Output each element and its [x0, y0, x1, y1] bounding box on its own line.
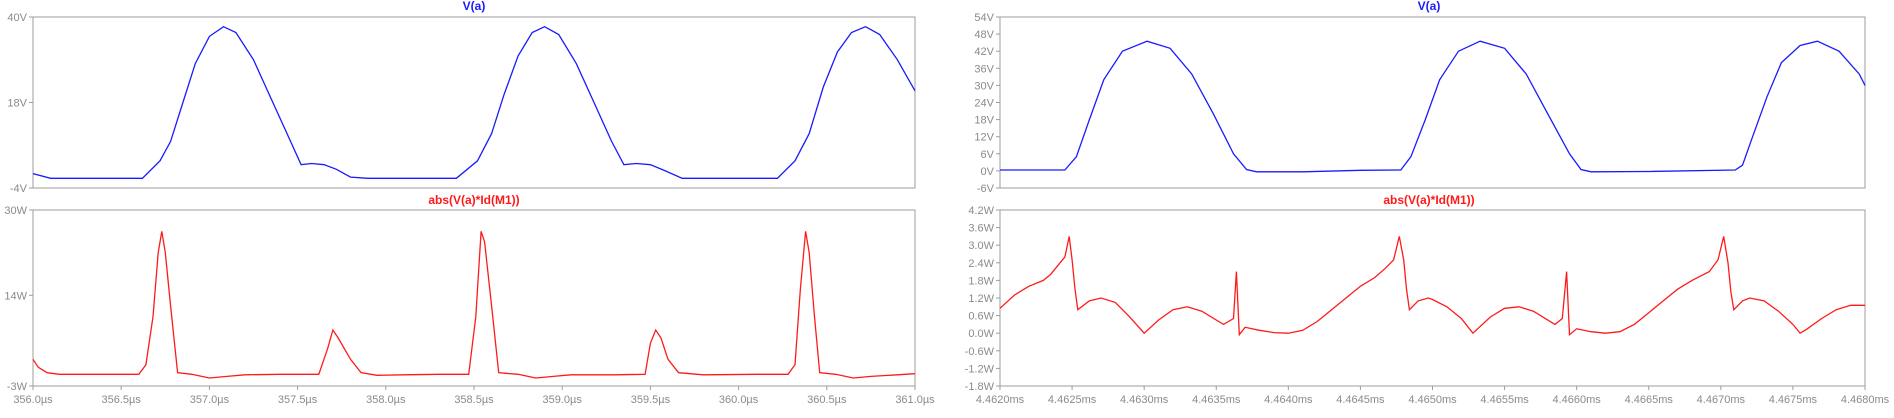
- x-tick-label: 361.0µs: [895, 394, 935, 406]
- y-tick-label: 18V: [974, 115, 994, 127]
- y-tick-label: 40V: [7, 12, 27, 24]
- y-tick-label: -0.6W: [965, 346, 995, 358]
- y-tick-label: 48V: [974, 29, 994, 41]
- x-tick-label: 4.4640ms: [1264, 394, 1313, 406]
- x-tick-label: 4.4680ms: [1841, 394, 1890, 406]
- y-tick-label: -6V: [977, 183, 995, 195]
- y-tick-label: 18V: [7, 98, 27, 110]
- x-tick-label: 359.5µs: [631, 394, 671, 406]
- y-tick-label: -1.8W: [965, 381, 995, 393]
- y-tick-label: 54V: [974, 12, 994, 24]
- x-tick-label: 4.4660ms: [1553, 394, 1602, 406]
- x-tick-label: 4.4620ms: [976, 394, 1025, 406]
- right-bottom-panel[interactable]: [999, 209, 1866, 387]
- right-x-axis: 4.4620ms 4.4625ms 4.4630ms 4.4635ms 4.4640ms…: [976, 386, 1890, 406]
- y-tick-label: 0.0W: [968, 328, 994, 340]
- x-tick-label: 360.0µs: [719, 394, 759, 406]
- left-bottom-panel-title: abs(V(a)*Id(M1)): [428, 193, 519, 207]
- left-bottom-panel[interactable]: [32, 209, 916, 387]
- left-window: V(a) 40V 18V -4V abs(V(a)*Id(M1)) 30W 14W -3…: [4, 0, 935, 406]
- y-tick-label: 6V: [981, 149, 995, 161]
- y-tick-label: 42V: [974, 46, 994, 58]
- left-top-trace-v-a[interactable]: [32, 25, 916, 179]
- y-tick-label: 3.0W: [968, 240, 994, 252]
- y-tick-label: 14W: [4, 290, 27, 302]
- x-tick-label: 359.0µs: [543, 394, 583, 406]
- right-top-trace-v-a[interactable]: [1000, 40, 1866, 173]
- y-tick-label: 30W: [4, 205, 27, 217]
- y-tick-label: -3W: [7, 381, 28, 393]
- right-bottom-trace-power[interactable]: [999, 236, 1865, 337]
- x-tick-label: 4.4645ms: [1336, 394, 1385, 406]
- y-tick-label: 36V: [974, 63, 994, 75]
- y-tick-label: 4.2W: [968, 205, 994, 217]
- x-tick-label: 356.0µs: [13, 394, 53, 406]
- y-tick-label: 1.8W: [968, 275, 994, 287]
- left-top-panel-title: V(a): [463, 0, 486, 13]
- y-tick-label: 30V: [974, 80, 994, 92]
- right-bottom-y-axis: 4.2W 3.6W 3.0W 2.4W 1.8W 1.2W 0.6W 0.0W -0.6W -1.…: [965, 205, 1000, 393]
- x-tick-label: 4.4675ms: [1769, 394, 1818, 406]
- y-tick-label: 0V: [981, 166, 995, 178]
- y-tick-label: 24V: [974, 98, 994, 110]
- x-tick-label: 357.5µs: [278, 394, 318, 406]
- x-tick-label: 360.5µs: [807, 394, 847, 406]
- right-window: V(a) 54V 48V 42V 36V 30V 24V 18V 12V 6V 0V -6V abs…: [965, 0, 1890, 406]
- right-top-y-axis: 54V 48V 42V 36V 30V 24V 18V 12V 6V 0V -6V: [974, 12, 1000, 195]
- y-tick-label: -4V: [10, 183, 28, 195]
- left-top-panel[interactable]: [32, 16, 916, 189]
- y-tick-label: -1.2W: [965, 363, 995, 375]
- y-tick-label: 12V: [974, 132, 994, 144]
- left-top-y-axis: 40V 18V -4V: [7, 12, 33, 195]
- x-tick-label: 357.0µs: [190, 394, 230, 406]
- x-tick-label: 4.4635ms: [1192, 394, 1241, 406]
- y-tick-label: 3.6W: [968, 223, 994, 235]
- x-tick-label: 356.5µs: [102, 394, 142, 406]
- left-x-axis: 356.0µs 356.5µs 357.0µs 357.5µs 358.0µs 358.5…: [13, 386, 935, 406]
- y-tick-label: 1.2W: [968, 293, 994, 305]
- x-tick-label: 4.4665ms: [1625, 394, 1674, 406]
- x-tick-label: 4.4670ms: [1697, 394, 1746, 406]
- y-tick-label: 2.4W: [968, 258, 994, 270]
- x-tick-label: 358.0µs: [366, 394, 406, 406]
- x-tick-label: 4.4650ms: [1408, 394, 1457, 406]
- right-top-panel-title: V(a): [1418, 0, 1441, 13]
- right-top-panel[interactable]: [999, 16, 1866, 189]
- x-tick-label: 4.4630ms: [1120, 394, 1169, 406]
- left-bottom-trace-power[interactable]: [32, 231, 916, 379]
- right-bottom-panel-title: abs(V(a)*Id(M1)): [1383, 193, 1474, 207]
- x-tick-label: 4.4655ms: [1480, 394, 1529, 406]
- x-tick-label: 4.4625ms: [1048, 394, 1097, 406]
- x-tick-label: 358.5µs: [454, 394, 494, 406]
- left-bottom-y-axis: 30W 14W -3W: [4, 205, 33, 393]
- y-tick-label: 0.6W: [968, 311, 994, 323]
